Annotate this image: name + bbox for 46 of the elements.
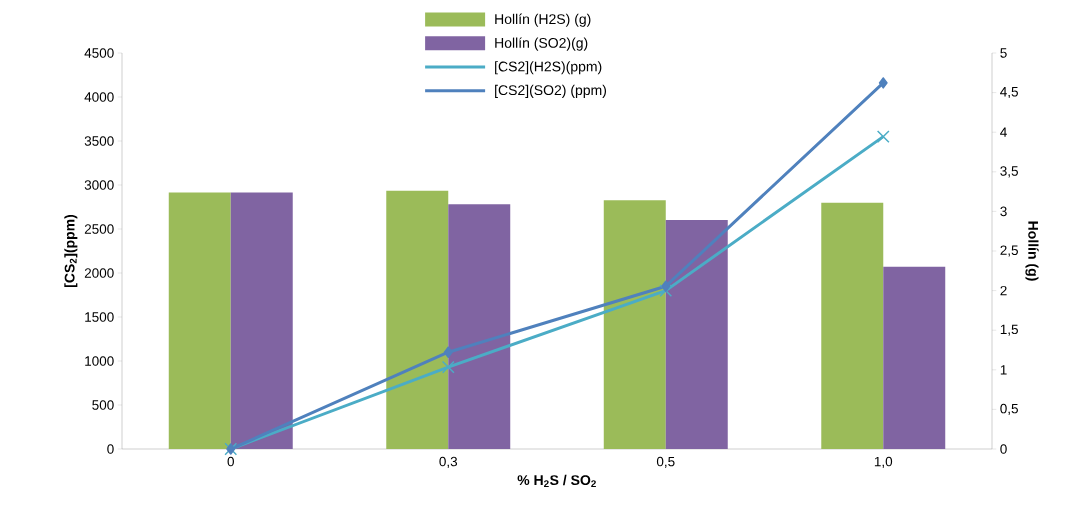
y2-tick-label: 1,5 <box>1000 324 1018 336</box>
y2-tick-label: 3 <box>1000 206 1007 217</box>
bar <box>448 204 511 449</box>
bar <box>883 266 946 449</box>
bar <box>168 192 231 449</box>
y-tick-label: 2500 <box>84 224 114 234</box>
y-tick-label: 2000 <box>84 268 114 278</box>
y2-tick-label: 5 <box>1000 48 1007 58</box>
point <box>441 360 455 374</box>
y-tick-label: 500 <box>92 400 114 410</box>
y2-tick-label: 2 <box>1000 285 1007 296</box>
y-axis-title: [CS$_{2}$](ppm) <box>64 214 78 288</box>
y2-tick-label: 4 <box>1000 127 1007 137</box>
legend-label: Hollín (SO2)(g) <box>495 37 588 51</box>
bar <box>665 220 728 449</box>
y-tick-label: 4500 <box>84 48 114 58</box>
point <box>443 346 453 358</box>
x-tick-label: 0,5 <box>656 456 675 468</box>
y2-tick-label: 2,5 <box>1000 245 1018 257</box>
point <box>659 284 673 298</box>
y-tick-label: 3500 <box>84 136 114 146</box>
y-tick-label: 1000 <box>85 356 114 366</box>
bar <box>603 200 666 449</box>
x-tick-label: 0,3 <box>439 456 458 468</box>
bar <box>230 192 293 449</box>
point <box>661 280 671 292</box>
legend-label: [CS2](H2S)(ppm) <box>495 61 602 75</box>
point <box>878 77 888 89</box>
y2-tick-label: 4,5 <box>1000 87 1018 99</box>
x-axis-title: % H$_{2}$S / SO$_{2}$ <box>517 474 596 488</box>
y2-axis-title: Hollín (g) <box>1025 221 1039 281</box>
y2-tick-label: 1 <box>1000 365 1007 375</box>
x-tick-label: 0 <box>227 456 234 467</box>
bar <box>821 202 884 449</box>
y-tick-label: 4000 <box>84 92 114 102</box>
y-tick-label: 3000 <box>84 180 114 190</box>
y2-tick-label: 0 <box>1000 444 1007 454</box>
y-tick-label: 0 <box>107 444 114 454</box>
legend-label: Hollín (H2S) (g) <box>495 13 591 27</box>
x-tick-label: 1,0 <box>874 456 893 468</box>
point <box>876 130 890 144</box>
legend-label: [CS2](SO2) (ppm) <box>495 84 607 98</box>
y2-tick-label: 0,5 <box>1000 403 1018 415</box>
y2-tick-label: 3,5 <box>1000 166 1018 178</box>
bar <box>386 190 449 449</box>
y-tick-label: 1500 <box>85 312 114 322</box>
